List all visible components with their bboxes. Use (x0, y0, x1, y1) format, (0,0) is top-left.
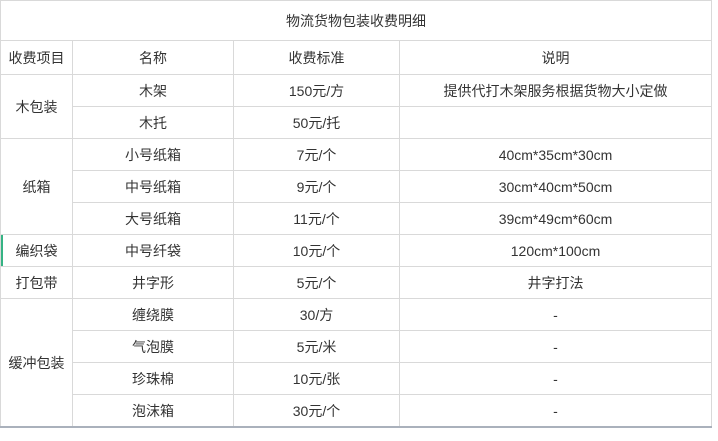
price-cell: 5元/个 (233, 266, 400, 299)
table-header-row: 收费项目 名称 收费标准 说明 (0, 40, 712, 75)
note-cell: 40cm*35cm*30cm (399, 138, 712, 171)
price-cell: 50元/托 (233, 106, 400, 139)
price-cell: 10元/个 (233, 234, 400, 267)
table-row: 编织袋 中号纤袋 10元/个 120cm*100cm (0, 234, 712, 267)
header-cell-price: 收费标准 (233, 40, 400, 75)
note-cell: 120cm*100cm (399, 234, 712, 267)
table-row: 大号纸箱 11元/个 39cm*49cm*60cm (1, 202, 712, 235)
header-cell-name: 名称 (72, 40, 234, 75)
name-cell: 木托 (72, 106, 234, 139)
name-cell: 小号纸箱 (72, 138, 234, 171)
category-label: 编织袋 (15, 242, 58, 259)
table-title-row: 物流货物包装收费明细 (0, 0, 712, 41)
category-cell-carton: 纸箱 (0, 138, 73, 235)
note-cell: 提供代打木架服务根据货物大小定做 (399, 74, 712, 107)
note-cell: 30cm*40cm*50cm (399, 170, 712, 203)
price-cell: 30元/个 (233, 394, 400, 428)
note-cell: - (399, 298, 712, 331)
note-cell: 井字打法 (399, 266, 712, 299)
note-cell: - (399, 330, 712, 363)
name-cell: 气泡膜 (72, 330, 234, 363)
name-cell: 木架 (72, 74, 234, 107)
price-cell: 30/方 (233, 298, 400, 331)
price-cell: 5元/米 (233, 330, 400, 363)
table-row: 木托 50元/托 (1, 106, 712, 139)
table-row: 打包带 井字形 5元/个 井字打法 (0, 266, 712, 299)
header-cell-category: 收费项目 (0, 40, 73, 75)
table-row: 木包装 木架 150元/方 提供代打木架服务根据货物大小定做 (0, 74, 712, 139)
table-row: 纸箱 小号纸箱 7元/个 40cm*35cm*30cm (0, 138, 712, 235)
note-cell: - (399, 362, 712, 395)
name-cell: 缠绕膜 (72, 298, 234, 331)
table-row: 缓冲包装 缠绕膜 30/方 - (0, 298, 712, 428)
name-cell: 井字形 (72, 266, 234, 299)
table-row: 泡沫箱 30元/个 - (1, 394, 712, 428)
row-accent-bar (1, 235, 3, 266)
fee-table: 物流货物包装收费明细 收费项目 名称 收费标准 说明 木包装 木架 150元/方… (0, 0, 712, 428)
name-cell: 中号纤袋 (72, 234, 234, 267)
note-cell (399, 106, 712, 139)
category-cell-strap: 打包带 (0, 266, 73, 299)
price-cell: 150元/方 (233, 74, 400, 107)
name-cell: 中号纸箱 (72, 170, 234, 203)
table-row: 中号纸箱 9元/个 30cm*40cm*50cm (1, 170, 712, 203)
header-cell-note: 说明 (399, 40, 712, 75)
table-row: 珍珠棉 10元/张 - (1, 362, 712, 395)
table-row: 气泡膜 5元/米 - (1, 330, 712, 363)
note-cell: - (399, 394, 712, 428)
price-cell: 9元/个 (233, 170, 400, 203)
name-cell: 泡沫箱 (72, 394, 234, 428)
name-cell: 珍珠棉 (72, 362, 234, 395)
category-cell-cushion: 缓冲包装 (0, 298, 73, 428)
name-cell: 大号纸箱 (72, 202, 234, 235)
category-cell-woven-bag: 编织袋 (0, 234, 73, 267)
price-cell: 11元/个 (233, 202, 400, 235)
category-cell-wood: 木包装 (0, 74, 73, 139)
price-cell: 7元/个 (233, 138, 400, 171)
note-cell: 39cm*49cm*60cm (399, 202, 712, 235)
price-cell: 10元/张 (233, 362, 400, 395)
table-title: 物流货物包装收费明细 (0, 0, 712, 41)
